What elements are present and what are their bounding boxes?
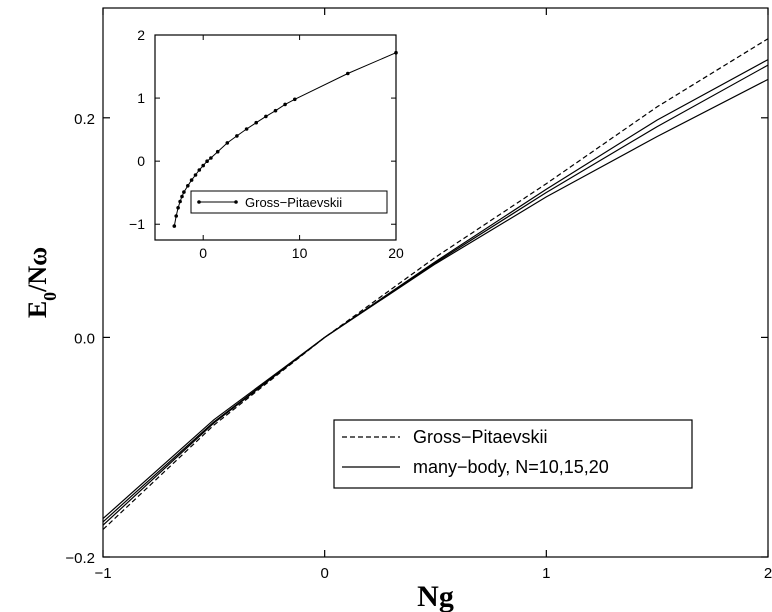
x-tick-label: 0: [320, 565, 328, 582]
y-axis-title-rest: /Nω: [23, 247, 52, 293]
legend-label-gp: Gross−Pitaevskii: [413, 427, 548, 447]
inset-legend-marker-right: [234, 200, 238, 204]
inset-gp-point: [172, 224, 177, 228]
inset-y-tick-label: 1: [137, 90, 145, 106]
many-body-line-3: [102, 59, 769, 526]
inset-gp-point: [197, 168, 202, 172]
inset-gp-point: [176, 206, 180, 210]
inset-legend-box: [190, 190, 388, 214]
many-body-line-2: [102, 64, 769, 523]
many-body-line-1: [102, 78, 769, 520]
inset-gp-point: [264, 114, 268, 119]
main-plot-frame: [102, 7, 769, 558]
inset-legend-marker-left: [197, 200, 201, 204]
y-tick-label: −0.2: [65, 550, 95, 567]
inset-gp-point: [225, 141, 230, 145]
inset-gp-point: [254, 120, 258, 125]
y-axis-title: E0/Nω: [23, 247, 60, 318]
inset-gp-point: [182, 190, 186, 194]
inset-series-group: [172, 50, 398, 228]
inset-gp-point: [293, 97, 297, 102]
inset-gp-point: [235, 134, 239, 138]
inset-y-tick-label: 2: [137, 27, 145, 43]
main-legend-box: [333, 419, 693, 489]
y-axis-title-main: E: [23, 301, 52, 318]
inset-y-tick-label: 0: [137, 153, 145, 169]
inset-x-tick-label: 10: [292, 245, 308, 261]
inset-tick-group: 0 10 20 −1 0 1 2: [129, 27, 404, 261]
inset-gp-point: [244, 127, 249, 131]
y-tick-label: 0.2: [74, 111, 95, 128]
main-legend: Gross−Pitaevskii many−body, N=10,15,20: [333, 419, 693, 489]
inset-legend: Gross−Pitaevskii: [190, 190, 388, 214]
inset-gp-point: [273, 108, 278, 113]
inset-gp-point: [394, 50, 398, 55]
inset-gp-point: [174, 214, 178, 218]
gp-dashed-line: [102, 38, 769, 530]
inset-chart: 0 10 20 −1 0 1 2 Gross−Pitaevskii: [129, 27, 404, 261]
x-tick-label: −1: [94, 565, 111, 582]
x-axis-title: Ng: [417, 580, 454, 612]
inset-gp-point: [189, 178, 194, 182]
main-series-group: [102, 38, 769, 530]
inset-x-tick-label: 0: [199, 245, 207, 261]
inset-gp-point: [193, 173, 198, 177]
inset-gp-point: [180, 194, 184, 199]
inset-x-tick-label: 20: [388, 245, 404, 261]
inset-gp-point: [346, 71, 350, 76]
inset-legend-label: Gross−Pitaevskii: [245, 195, 342, 210]
inset-gp-point: [205, 159, 209, 163]
inset-gp-point: [178, 199, 182, 204]
main-chart: −1 0 1 2−0.20.00.2 Ng E0/Nω Gross−Pitaevski…: [23, 7, 772, 612]
inset-gp-point: [186, 184, 190, 188]
y-tick-label: 0.0: [74, 330, 95, 347]
x-tick-label: 1: [542, 565, 550, 582]
inset-y-tick-label: −1: [129, 216, 145, 232]
y-axis-title-subscript: 0: [40, 292, 60, 301]
legend-label-many-body: many−body, N=10,15,20: [413, 457, 609, 477]
main-tick-group: −1 0 1 2 −0.2 0.0 0.2: [65, 8, 772, 582]
x-tick-label: 2: [764, 565, 772, 582]
inset-gp-point: [209, 156, 213, 160]
inset-gp-point: [201, 163, 205, 168]
inset-gp-point: [283, 102, 287, 107]
inset-gp-point: [215, 149, 220, 154]
